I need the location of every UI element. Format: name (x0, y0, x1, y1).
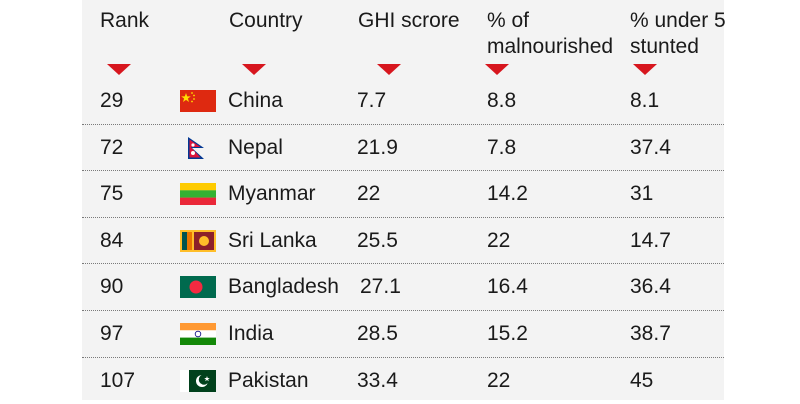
header-stunted: % under 5 stunted (630, 8, 726, 60)
row-separator (82, 356, 724, 358)
header-country-marker (242, 64, 266, 75)
stunted-cell: 37.4 (630, 135, 671, 159)
ghi-score-cell: 25.5 (357, 228, 398, 252)
table-row: 97 India 28.5 15.2 38.7 (82, 311, 724, 357)
malnourished-cell: 16.4 (487, 275, 528, 299)
country-cell: Sri Lanka (228, 228, 317, 252)
table-row: 75 Myanmar 22 14.2 31 (82, 171, 724, 217)
country-cell: Bangladesh (228, 275, 339, 299)
ghi-score-cell: 21.9 (357, 135, 398, 159)
row-separator (82, 263, 724, 265)
table-row: 84 Sri Lanka 25.5 22 14.7 (82, 218, 724, 264)
header-ghi-line: GHI scrore (358, 9, 460, 32)
rank-cell: 90 (100, 275, 124, 299)
header-rank-line: Rank (100, 9, 150, 32)
stunted-cell: 45 (630, 368, 654, 392)
header-malnourished: % of malnourished (487, 8, 613, 60)
stunted-cell: 8.1 (630, 89, 660, 112)
header-ghi-marker (377, 64, 401, 75)
ghi-score-cell: 28.5 (357, 322, 398, 345)
header-country-line: Country (229, 9, 303, 32)
header-malnourished-line-2: malnourished (487, 35, 614, 58)
header-stunted-line-1: % under 5 (630, 9, 726, 32)
header-country: Country (229, 8, 303, 34)
pakistan-flag-icon (180, 369, 216, 392)
right-margin (724, 0, 800, 400)
malnourished-cell: 8.8 (487, 89, 517, 112)
nepal-flag-icon (180, 136, 216, 159)
bangladesh-flag-icon (180, 276, 216, 299)
ghi-score-cell: 22 (357, 182, 381, 206)
india-flag-icon (180, 323, 216, 345)
rank-cell: 97 (100, 322, 124, 345)
country-cell: Pakistan (228, 368, 309, 392)
country-cell: India (228, 322, 274, 345)
sri-lanka-flag-icon (180, 229, 216, 252)
ghi-score-cell: 7.7 (357, 89, 387, 112)
table-row: 90 Bangladesh 27.1 16.4 36.4 (82, 264, 724, 310)
country-cell: Myanmar (228, 182, 316, 206)
china-flag-icon (180, 90, 216, 112)
table-row: 29 China 7.7 8.8 8.1 (82, 78, 724, 124)
stunted-cell: 36.4 (630, 275, 671, 299)
header-rank: Rank (100, 8, 149, 34)
rank-cell: 72 (100, 135, 124, 159)
row-separator (82, 216, 724, 218)
stunted-cell: 14.7 (630, 228, 671, 252)
rank-cell: 84 (100, 228, 124, 252)
stunted-cell: 31 (630, 182, 654, 206)
header-malnourished-marker (485, 64, 509, 75)
malnourished-cell: 7.8 (487, 135, 517, 159)
header-ghi: GHI scrore (358, 8, 460, 34)
malnourished-cell: 15.2 (487, 322, 528, 345)
ghi-score-cell: 27.1 (360, 275, 401, 299)
row-separator (82, 310, 724, 311)
myanmar-flag-icon (180, 183, 216, 206)
table-row: 107 Pakistan 33.4 22 45 (82, 358, 724, 404)
header-malnourished-line-1: % of (487, 9, 530, 32)
malnourished-cell: 14.2 (487, 182, 528, 206)
malnourished-cell: 22 (487, 228, 511, 252)
header-rank-marker (107, 64, 131, 75)
rank-cell: 107 (100, 368, 136, 392)
header-stunted-line-2: stunted (630, 35, 699, 58)
country-cell: Nepal (228, 135, 283, 159)
header-stunted-marker (633, 64, 657, 75)
stunted-cell: 38.7 (630, 322, 671, 345)
row-separator (82, 170, 724, 172)
table-row: 72 Nepal 21.9 7.8 37.4 (82, 125, 724, 171)
rank-cell: 29 (100, 89, 124, 112)
country-cell: China (228, 89, 283, 112)
left-margin (0, 0, 82, 400)
ghi-score-cell: 33.4 (357, 368, 398, 392)
rank-cell: 75 (100, 182, 124, 206)
malnourished-cell: 22 (487, 368, 511, 392)
row-separator (82, 123, 724, 125)
